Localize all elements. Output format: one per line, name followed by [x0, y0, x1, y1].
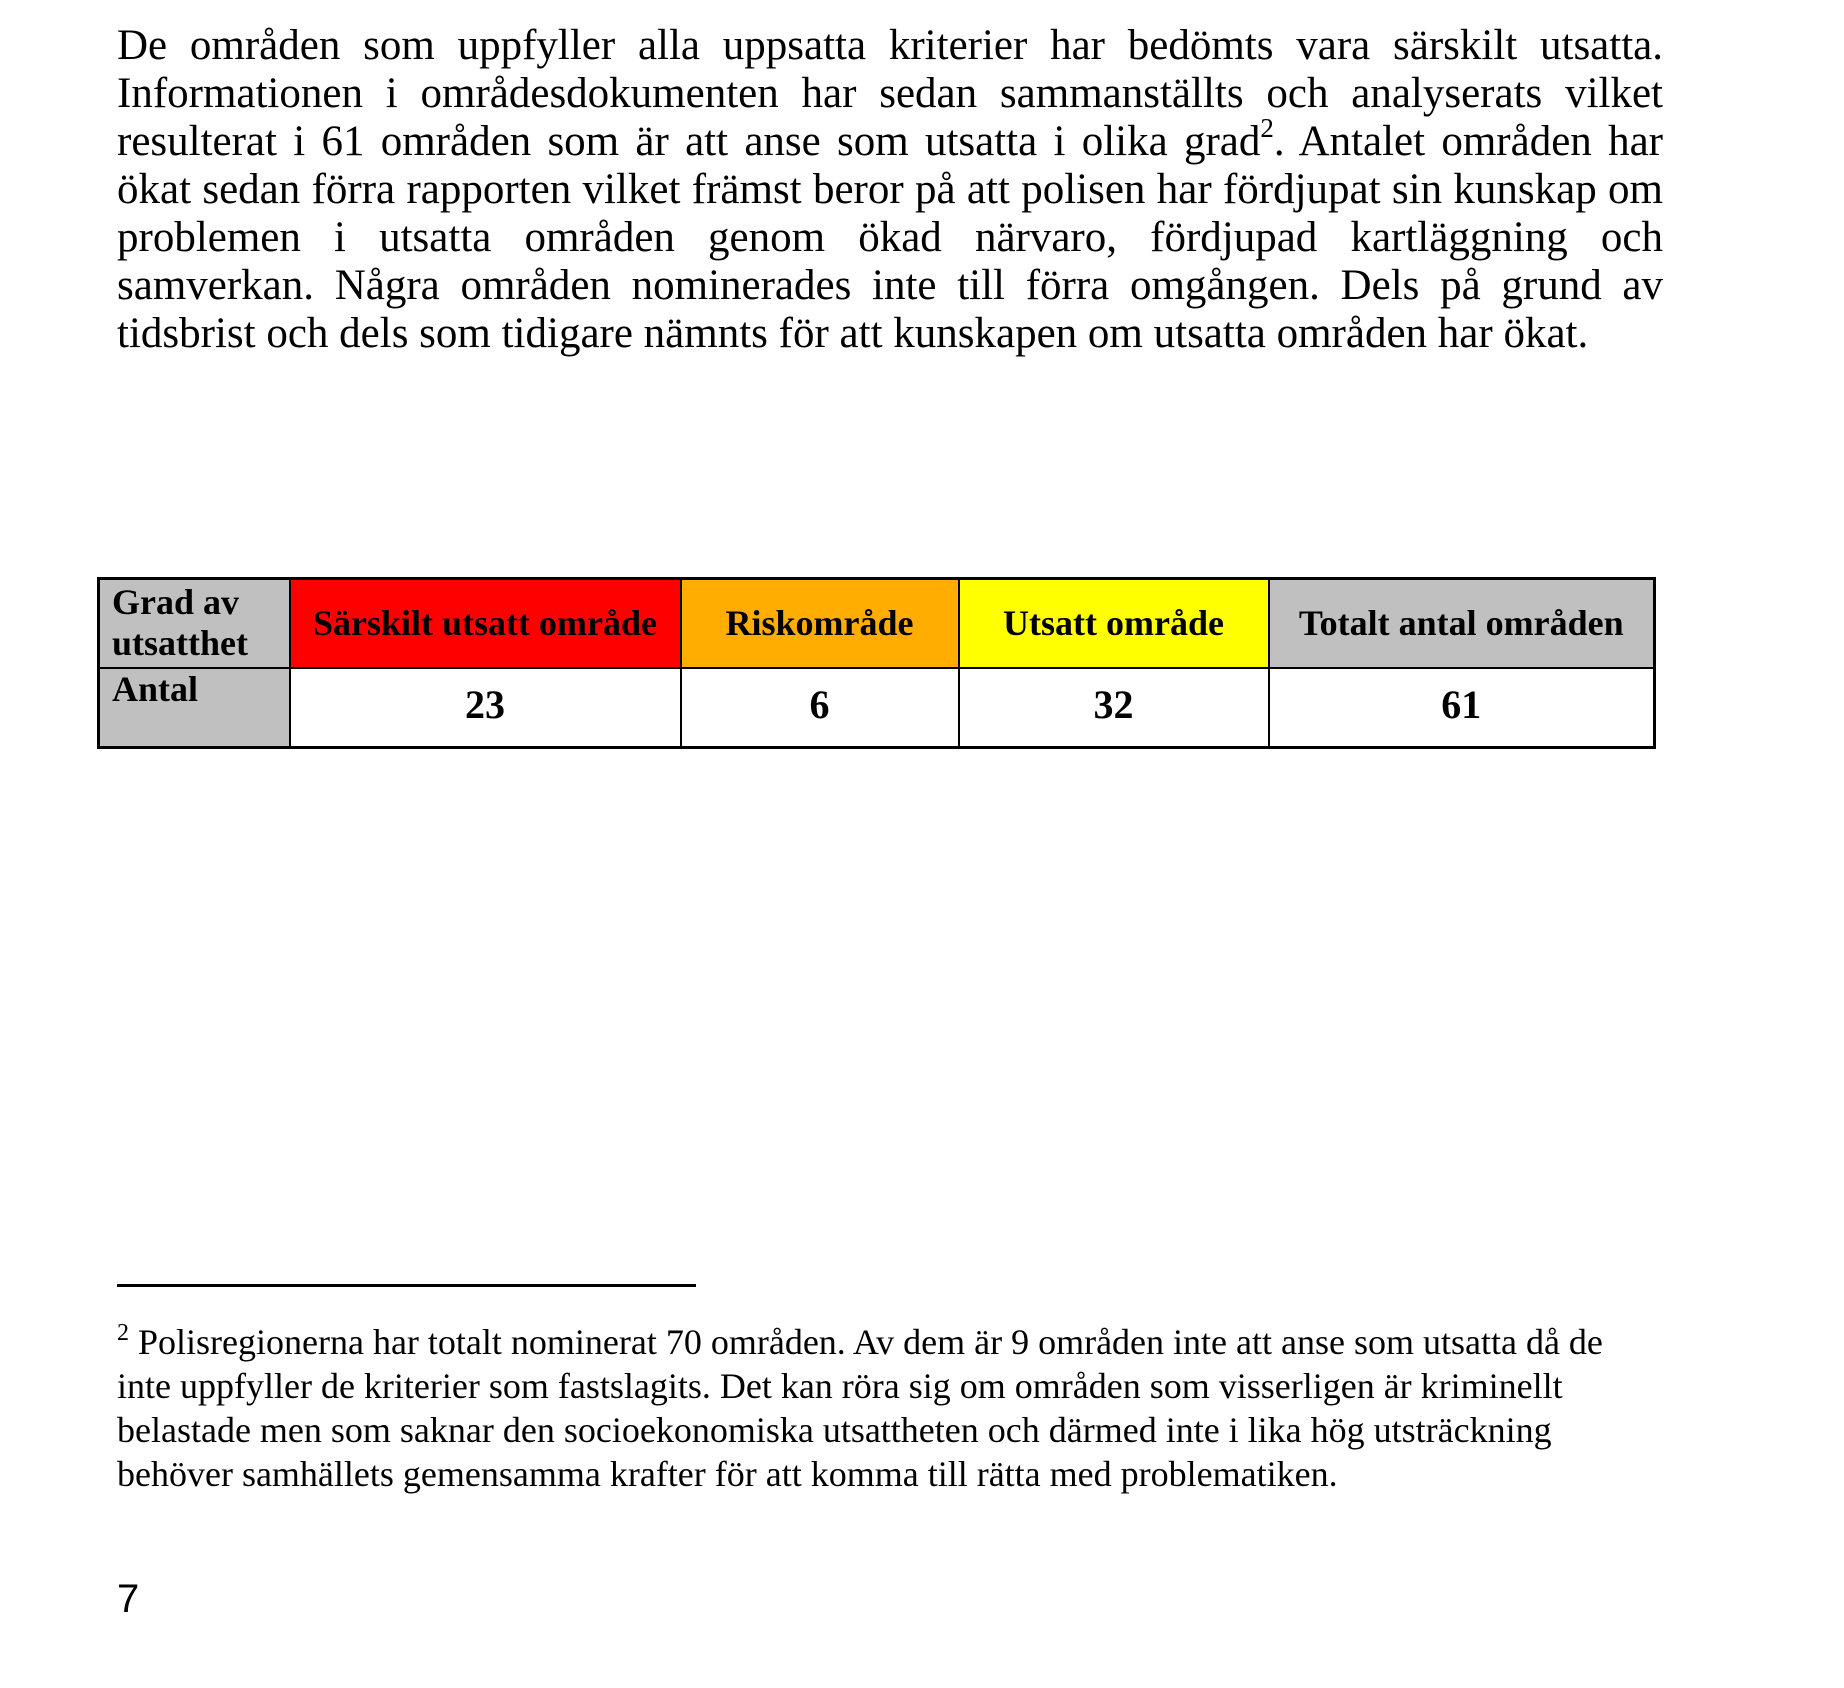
- footnote-text: Polisregionerna har totalt nominerat 70 …: [117, 1322, 1603, 1494]
- table-row-label-antal: Antal: [97, 666, 291, 749]
- footnote-reference-superscript: 2: [1260, 113, 1274, 143]
- table-header-grad-av-utsatthet: Grad av utsatthet: [97, 577, 291, 669]
- paragraph-text-before-ref: De områden som uppfyller alla uppsatta k…: [117, 22, 1663, 165]
- table-header-totalt-antal-omraden: Totalt antal områden: [1267, 577, 1656, 669]
- table-header-row: Grad av utsatthet Särskilt utsatt område…: [97, 577, 1656, 669]
- table-value-sarskilt-utsatt-omrade: 23: [288, 666, 682, 749]
- body-paragraph: De områden som uppfyller alla uppsatta k…: [117, 22, 1663, 358]
- table-header-utsatt-omrade: Utsatt område: [957, 577, 1270, 669]
- table-data-row: Antal 23 6 32 61: [97, 666, 1656, 749]
- areas-summary-table: Grad av utsatthet Särskilt utsatt område…: [97, 577, 1656, 750]
- table-value-utsatt-omrade: 32: [957, 666, 1270, 749]
- footnote: 2 Polisregionerna har totalt nominerat 7…: [117, 1320, 1665, 1496]
- page-number: 7: [117, 1577, 140, 1621]
- footnote-marker-superscript: 2: [117, 1320, 129, 1346]
- table-value-riskomrade: 6: [679, 666, 960, 749]
- table-header-riskomrade: Riskområde: [679, 577, 960, 669]
- footnote-separator-rule: [117, 1284, 696, 1287]
- table-value-totalt-antal-omraden: 61: [1267, 666, 1656, 749]
- paragraph-text-after-ref: . Antalet områden har ökat sedan förra r…: [117, 118, 1663, 357]
- table-header-sarskilt-utsatt-omrade: Särskilt utsatt område: [288, 577, 682, 669]
